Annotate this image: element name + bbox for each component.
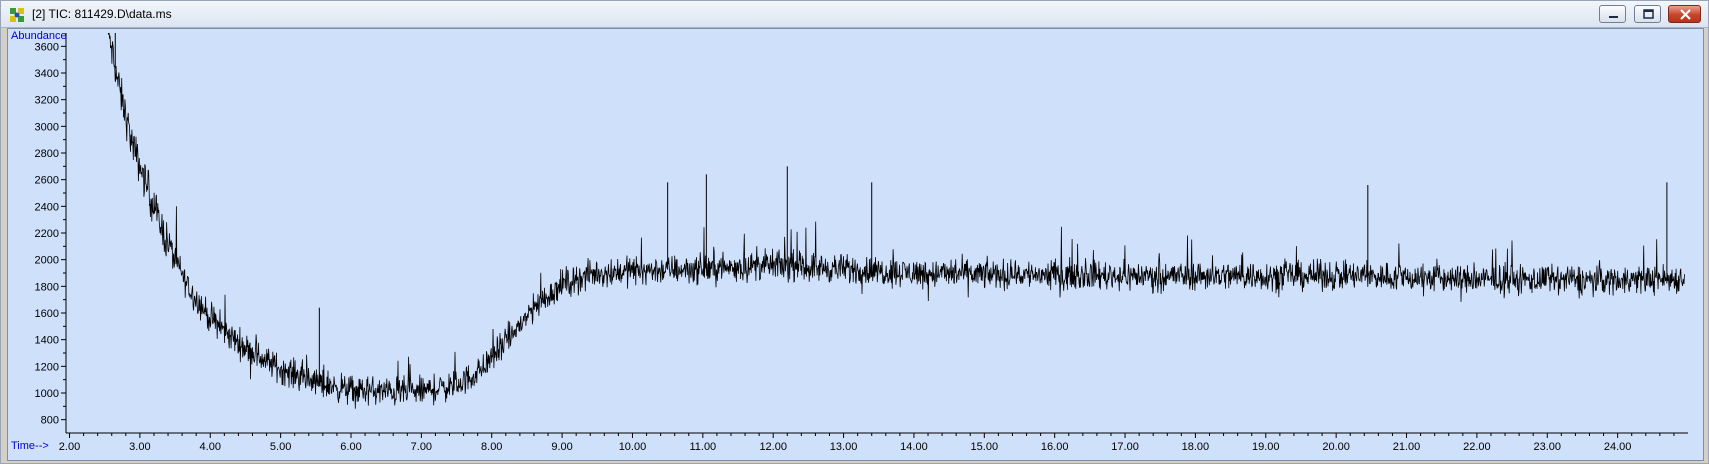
y-tick-label: 1400 [35, 335, 59, 347]
y-tick-label: 3600 [35, 41, 59, 53]
y-tick-label: 2600 [35, 175, 59, 187]
minimize-icon [1609, 16, 1618, 18]
x-tick-label: 9.00 [551, 441, 572, 453]
y-tick-label: 2800 [35, 148, 59, 160]
x-tick-label: 16.00 [1041, 441, 1069, 453]
x-tick-label: 8.00 [481, 441, 502, 453]
x-tick-label: 12.00 [759, 441, 787, 453]
y-tick-label: 2200 [35, 228, 59, 240]
tic-chart[interactable]: 800 1000 1200 1400 1600 1800 2000 2200 2400 2600 2… [8, 29, 1703, 460]
title-bar[interactable]: [2] TIC: 811429.D\data.ms [1, 1, 1708, 28]
chromatogram-app-icon [10, 8, 24, 22]
y-tick-label: 3200 [35, 95, 59, 107]
y-tick-label: 2400 [35, 201, 59, 213]
x-axis-label: Time--> [11, 440, 49, 452]
y-tick-label: 3400 [35, 68, 59, 80]
tic-trace-line [107, 32, 1685, 409]
y-tick-label: 1000 [35, 388, 59, 400]
y-tick-label: 1200 [35, 361, 59, 373]
x-tick-label: 20.00 [1322, 441, 1350, 453]
y-tick-label: 3000 [35, 121, 59, 133]
x-tick-label: 2.00 [59, 441, 80, 453]
x-tick-label: 17.00 [1111, 441, 1139, 453]
x-tick-label: 11.00 [689, 441, 716, 453]
x-tick-label: 23.00 [1533, 441, 1561, 453]
y-tick-label: 2000 [35, 255, 59, 267]
x-tick-label: 10.00 [619, 441, 647, 453]
y-tick-label: 800 [41, 415, 59, 427]
x-tick-label: 13.00 [830, 441, 858, 453]
x-tick-label: 7.00 [411, 441, 432, 453]
x-tick-label: 21.00 [1393, 441, 1421, 453]
x-tick-label: 6.00 [340, 441, 361, 453]
close-icon [1680, 9, 1691, 20]
x-tick-label: 14.00 [900, 441, 928, 453]
x-tick-label: 22.00 [1463, 441, 1491, 453]
y-tick-label: 1800 [35, 281, 59, 293]
x-tick-label: 24.00 [1604, 441, 1632, 453]
x-tick-label: 5.00 [270, 441, 291, 453]
restore-icon [1643, 9, 1654, 19]
x-tick-label: 18.00 [1182, 441, 1210, 453]
y-axis-label: Abundance [11, 30, 67, 42]
close-button[interactable] [1668, 5, 1701, 23]
x-tick-label: 4.00 [200, 441, 221, 453]
restore-button[interactable] [1634, 5, 1661, 23]
y-tick-label: 1600 [35, 308, 59, 320]
x-tick-label: 3.00 [129, 441, 150, 453]
x-tick-label: 19.00 [1252, 441, 1280, 453]
x-tick-label: 15.00 [971, 441, 999, 453]
chromatogram-plot-area[interactable]: 800 1000 1200 1400 1600 1800 2000 2200 2400 2600 2… [7, 28, 1704, 461]
window-title: [2] TIC: 811429.D\data.ms [32, 7, 172, 21]
minimize-button[interactable] [1599, 5, 1626, 23]
